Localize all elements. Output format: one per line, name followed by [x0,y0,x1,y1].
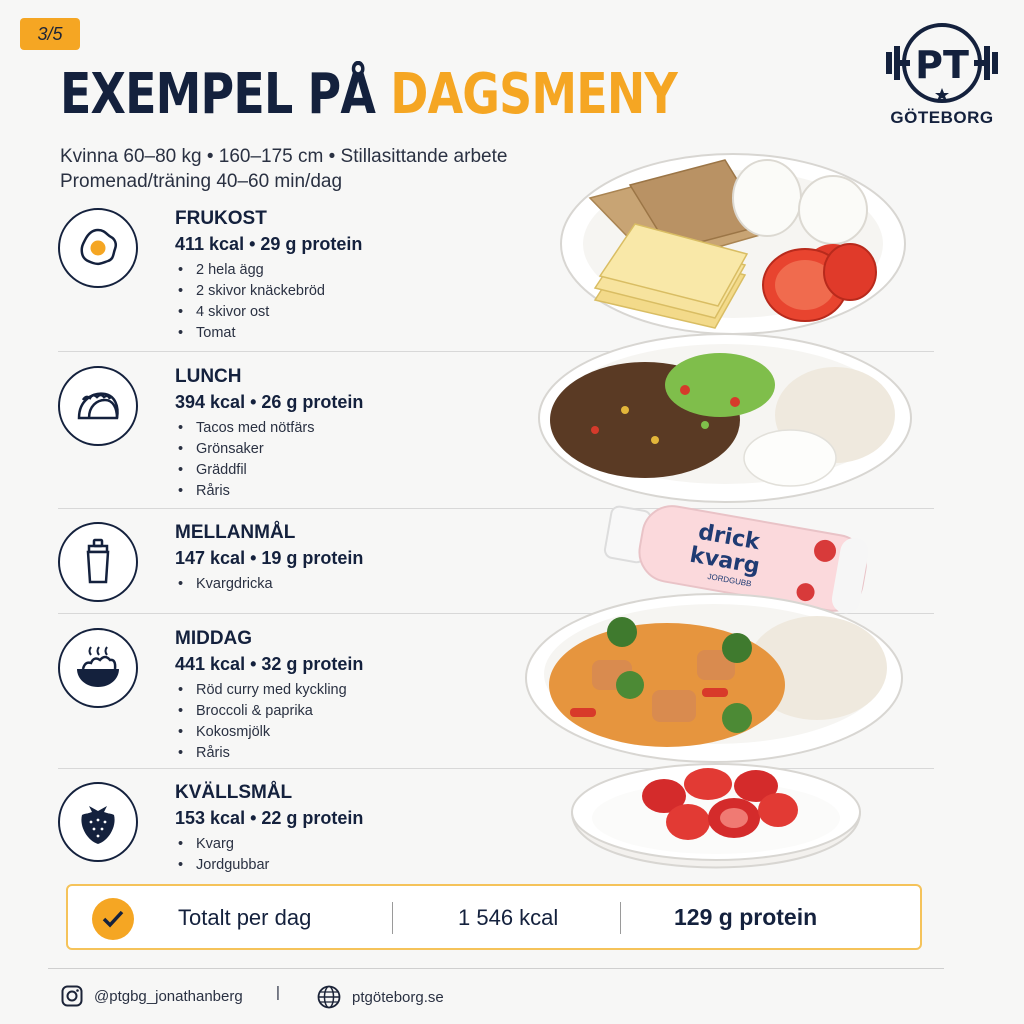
meal-stats: 153 kcal • 22 g protein [175,808,364,828]
meal-stats: 411 kcal • 29 g protein [175,234,363,254]
kvarg-drink-bottle-image: drick kvarg JORDGUBB [603,505,869,614]
list-item: Råris [175,743,347,764]
list-item: Kvarg [175,834,269,855]
title-part-2: DAGSMENY [390,62,677,127]
total-kcal: 1 546 kcal [458,905,559,930]
breakfast-plate-image [560,153,906,335]
divider [58,613,934,614]
daily-total-box: Totalt per dag 1 546 kcal 129 g protein [66,884,922,950]
total-protein: 129 g protein [674,904,818,930]
footer-divider [48,968,944,969]
divider [58,768,934,769]
divider [58,508,934,509]
meal-name: LUNCH [175,366,242,387]
list-item: Grönsaker [175,439,314,460]
list-item: 2 skivor knäckebröd [175,281,325,302]
dinner-bowl-image [525,593,903,763]
meal-name: MELLANMÅL [175,522,296,543]
meal-name: KVÄLLSMÅL [175,782,293,803]
subtitle-line-1: Kvinna 60–80 kg • 160–175 cm • Stillasit… [60,146,508,167]
strawberry-icon [58,782,138,862]
meal-middag: MIDDAG 441 kcal • 32 g protein Röd curry… [58,628,578,768]
meal-items-list: 2 hela ägg 2 skivor knäckebröd 4 skivor … [175,260,325,344]
website-link[interactable]: ptgöteborg.se [316,984,444,1010]
footer-separator: | [276,984,280,1001]
list-item: Gräddfil [175,460,314,481]
title-part-1: EXEMPEL PÅ [60,62,376,127]
meal-kvallsmal: KVÄLLSMÅL 153 kcal • 22 g protein Kvarg … [58,782,578,878]
meal-mellanmal: MELLANMÅL 147 kcal • 19 g protein Kvargd… [58,522,578,612]
check-icon [92,898,134,940]
lunch-bowl-image [538,333,912,503]
instagram-link[interactable]: @ptgbg_jonathanberg [60,984,243,1008]
meal-stats: 441 kcal • 32 g protein [175,654,364,674]
meal-stats: 394 kcal • 26 g protein [175,392,364,412]
meal-items-list: Kvarg Jordgubbar [175,834,269,876]
list-item: Tomat [175,323,325,344]
list-item: Tacos med nötfärs [175,418,314,439]
food-bowl-icon [58,628,138,708]
meal-stats: 147 kcal • 19 g protein [175,548,364,568]
meal-lunch: LUNCH 394 kcal • 26 g protein Tacos med … [58,366,578,506]
pt-logo-mark-icon: PT [886,23,998,103]
list-item: Jordgubbar [175,855,269,876]
meal-frukost: FRUKOST 411 kcal • 29 g protein 2 hela ä… [58,208,578,348]
list-item: 4 skivor ost [175,302,325,323]
fried-egg-icon [58,208,138,288]
logo-mark-text: PT [915,43,969,87]
list-item: Broccoli & paprika [175,701,347,722]
shaker-bottle-icon [58,522,138,602]
total-separator [620,902,621,934]
total-label: Totalt per dag [178,905,312,930]
taco-icon [58,366,138,446]
list-item: Råris [175,481,314,502]
globe-icon [317,985,341,1009]
list-item: Röd curry med kyckling [175,680,347,701]
instagram-icon [61,985,83,1007]
meal-name: FRUKOST [175,208,267,229]
meal-items-list: Tacos med nötfärs Grönsaker Gräddfil Rår… [175,418,314,502]
logo-city-text: GÖTEBORG [890,108,994,127]
page-title: EXEMPEL PÅ DAGSMENY [60,62,678,127]
pt-goteborg-logo: PT GÖTEBORG [880,20,1004,132]
kvallsmal-bowl-image [570,763,862,869]
list-item: Kokosmjölk [175,722,347,743]
subtitle: Kvinna 60–80 kg • 160–175 cm • Stillasit… [60,144,507,194]
page-counter-badge: 3/5 [20,18,80,50]
list-item: 2 hela ägg [175,260,325,281]
subtitle-line-2: Promenad/träning 40–60 min/dag [60,171,343,192]
meal-name: MIDDAG [175,628,253,649]
list-item: Kvargdricka [175,574,273,595]
instagram-handle: @ptgbg_jonathanberg [94,987,243,1005]
meal-items-list: Röd curry med kyckling Broccoli & paprik… [175,680,347,764]
divider [58,351,934,352]
total-separator [392,902,393,934]
website-url: ptgöteborg.se [352,988,444,1006]
meal-items-list: Kvargdricka [175,574,273,595]
